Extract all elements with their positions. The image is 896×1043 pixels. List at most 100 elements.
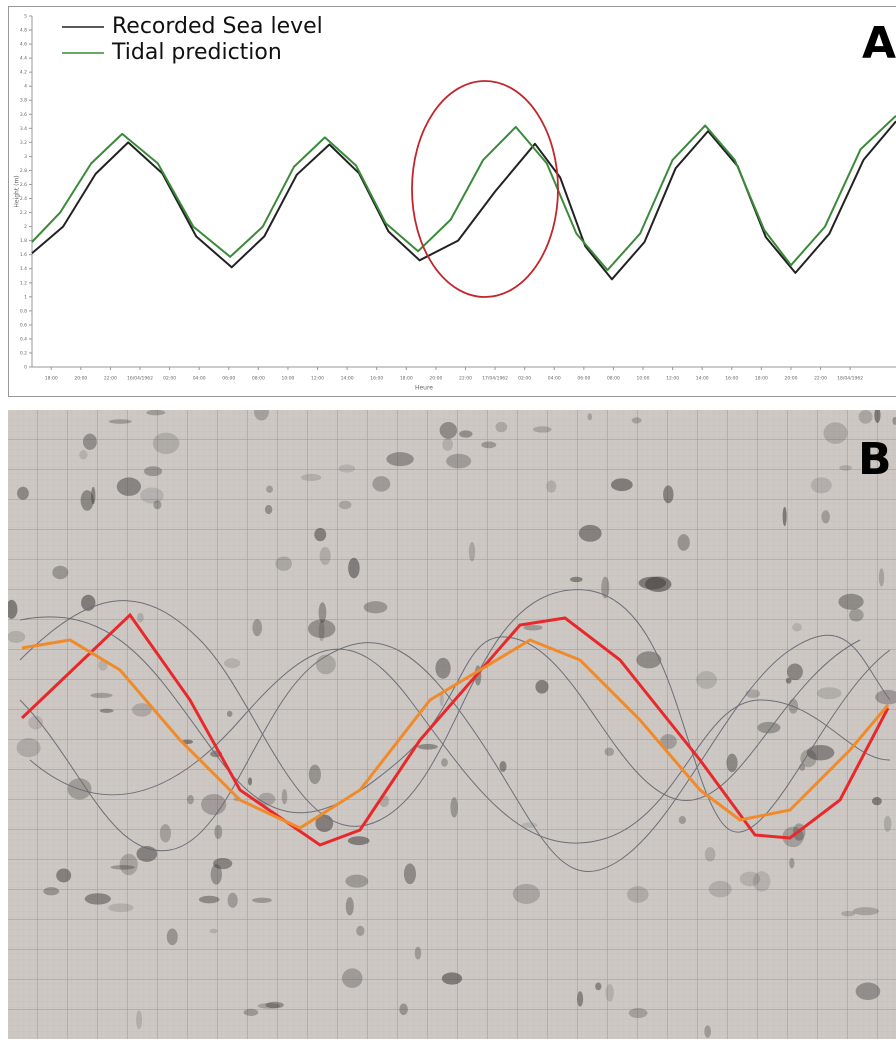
- stain: [140, 487, 164, 503]
- stain: [244, 1009, 259, 1016]
- stain: [789, 858, 794, 869]
- stain: [705, 847, 716, 862]
- stain: [167, 928, 178, 945]
- x-tick-label: 17/04/1962: [482, 376, 508, 382]
- stain: [679, 816, 686, 824]
- stain: [709, 881, 732, 897]
- stain: [696, 671, 717, 689]
- stain: [495, 422, 507, 432]
- stain: [811, 477, 832, 493]
- stain: [787, 663, 803, 680]
- y-tick-label: 0.8: [20, 308, 27, 314]
- panel-b: [6, 403, 896, 1039]
- y-tick-label: 4.8: [20, 28, 27, 34]
- stain: [404, 863, 416, 884]
- stain: [746, 689, 761, 698]
- stain: [56, 868, 71, 882]
- stain: [301, 474, 321, 481]
- x-tick-label: 16/04/1962: [127, 376, 153, 382]
- x-tick-label: 06:00: [222, 376, 235, 382]
- stain: [227, 711, 233, 717]
- stain: [546, 480, 556, 493]
- y-tick-label: 1.8: [20, 238, 27, 244]
- stain: [120, 854, 138, 875]
- stain: [214, 825, 222, 839]
- stain: [604, 748, 614, 756]
- x-tick-label: 14:00: [696, 376, 709, 382]
- y-tick-label: 4.4: [20, 56, 27, 62]
- x-tick-label: 14:00: [341, 376, 354, 382]
- stain: [522, 822, 538, 828]
- x-tick-label: 06:00: [577, 376, 590, 382]
- stain: [726, 754, 737, 773]
- stain: [339, 501, 352, 510]
- stain: [345, 875, 368, 888]
- x-tick-label: 02:00: [518, 376, 531, 382]
- stain: [418, 744, 438, 750]
- legend-label: Tidal prediction: [111, 40, 282, 65]
- stain: [91, 487, 95, 504]
- stain: [629, 1008, 648, 1018]
- stain: [459, 430, 472, 437]
- stain: [252, 619, 262, 636]
- y-tick-label: 2.8: [20, 168, 27, 174]
- x-tick-label: 18/04/1962: [837, 376, 863, 382]
- x-tick-label: 08:00: [252, 376, 265, 382]
- stain: [346, 897, 354, 915]
- stain: [500, 761, 507, 772]
- stain: [275, 557, 292, 571]
- stain: [153, 433, 180, 454]
- stain: [849, 609, 864, 622]
- x-tick-label: 12:00: [666, 376, 679, 382]
- x-tick-label: 04:00: [548, 376, 561, 382]
- y-tick-label: 3.2: [20, 140, 27, 146]
- stain: [266, 486, 273, 493]
- stain: [595, 982, 601, 990]
- stain: [663, 485, 673, 503]
- stain: [210, 929, 218, 934]
- stain: [817, 687, 842, 699]
- stain: [839, 465, 851, 470]
- stain: [348, 558, 359, 579]
- stain: [469, 542, 475, 562]
- stain: [450, 797, 458, 817]
- stain: [6, 600, 18, 619]
- stain: [442, 438, 453, 451]
- stain: [757, 722, 780, 734]
- stain: [320, 547, 331, 565]
- y-tick-label: 2.6: [20, 182, 27, 188]
- stain: [442, 972, 462, 984]
- figure: 00.20.40.60.811.21.41.61.822.22.42.62.83…: [0, 0, 896, 1039]
- x-tick-label: 20:00: [74, 376, 87, 382]
- stain: [314, 528, 326, 541]
- stain: [17, 738, 41, 757]
- stain: [823, 422, 847, 444]
- stain: [248, 777, 252, 785]
- panel-label: A: [862, 18, 896, 69]
- stain: [588, 413, 592, 420]
- stain: [90, 693, 112, 698]
- stain: [316, 654, 336, 674]
- stain: [282, 789, 288, 804]
- stain: [856, 983, 881, 1000]
- y-tick-label: 5: [24, 14, 27, 20]
- stain: [117, 477, 141, 496]
- stain: [356, 926, 364, 936]
- y-tick-label: 3.8: [20, 98, 27, 104]
- stain: [636, 651, 661, 668]
- stain: [199, 896, 220, 904]
- y-tick-label: 4: [24, 84, 27, 90]
- stain: [678, 534, 690, 551]
- stain: [342, 968, 363, 988]
- stain: [838, 594, 863, 610]
- x-tick-label: 22:00: [104, 376, 117, 382]
- x-tick-label: 02:00: [163, 376, 176, 382]
- stain: [224, 658, 240, 668]
- stain: [85, 893, 111, 904]
- stain: [187, 795, 194, 805]
- y-tick-label: 2: [24, 224, 27, 230]
- stain: [632, 417, 642, 423]
- x-axis-label: Heure: [415, 385, 433, 392]
- y-tick-label: 0: [24, 365, 27, 371]
- stain: [639, 577, 667, 590]
